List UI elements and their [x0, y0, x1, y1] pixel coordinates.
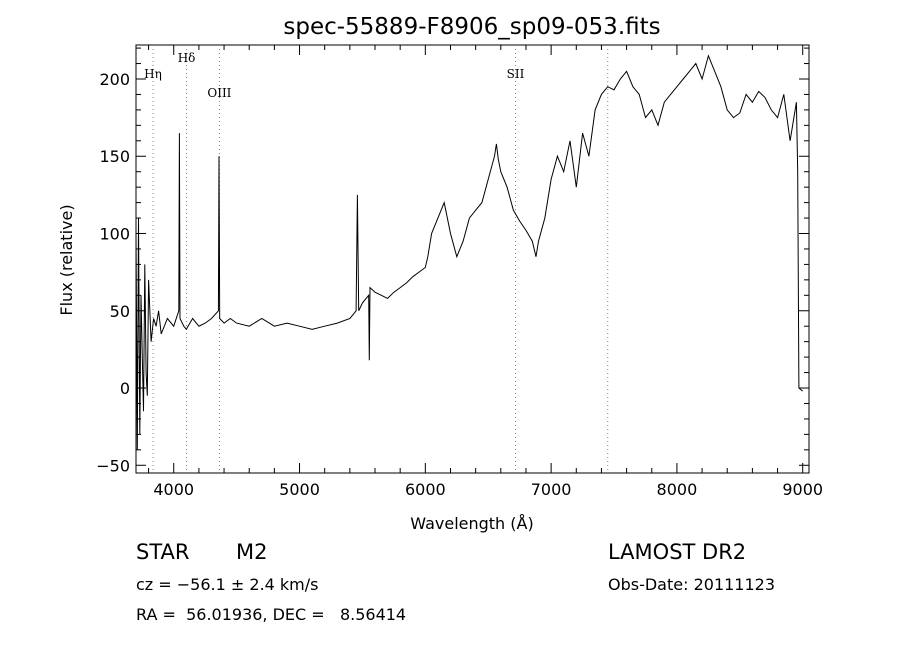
- y-axis-label: Flux (relative): [57, 204, 76, 315]
- tick-label: 9000: [782, 480, 823, 499]
- object-class: STAR: [136, 540, 190, 564]
- x-axis-label: Wavelength (Å): [410, 514, 533, 533]
- tick-label: 8000: [657, 480, 698, 499]
- tick-label: 4000: [153, 480, 194, 499]
- obs-date: Obs-Date: 20111123: [608, 575, 776, 594]
- tick-label: 50: [110, 302, 130, 321]
- spectrum-line: [135, 54, 804, 450]
- redshift-text: cz = −56.1 ± 2.4 km/s: [136, 575, 319, 594]
- axis-ticks: 4000 5000 6000 7000 8000 9000 −50 0 50 100 150 200: [96, 45, 823, 499]
- tick-label: 150: [99, 147, 130, 166]
- line-marker-label: Hδ: [178, 51, 196, 65]
- tick-label: 5000: [279, 480, 320, 499]
- tick-label: 200: [99, 70, 130, 89]
- tick-label: 6000: [405, 480, 446, 499]
- line-marker-label: SII: [507, 67, 525, 81]
- tick-label: 0: [120, 379, 130, 398]
- emission-line-markers: Hη Hδ OIII SII: [144, 45, 609, 473]
- tick-label: 7000: [531, 480, 572, 499]
- survey-name: LAMOST DR2: [608, 540, 747, 564]
- coordinates: RA = 56.01936, DEC = 8.56414: [136, 605, 407, 624]
- chart-title: spec-55889-F8906_sp09-053.fits: [283, 14, 660, 40]
- plot-frame: [135, 44, 810, 474]
- object-subclass: M2: [236, 540, 268, 564]
- tick-label: 100: [99, 225, 130, 244]
- line-marker-label: Hη: [144, 67, 162, 81]
- line-marker-label: OIII: [207, 86, 231, 100]
- tick-label: −50: [96, 456, 130, 475]
